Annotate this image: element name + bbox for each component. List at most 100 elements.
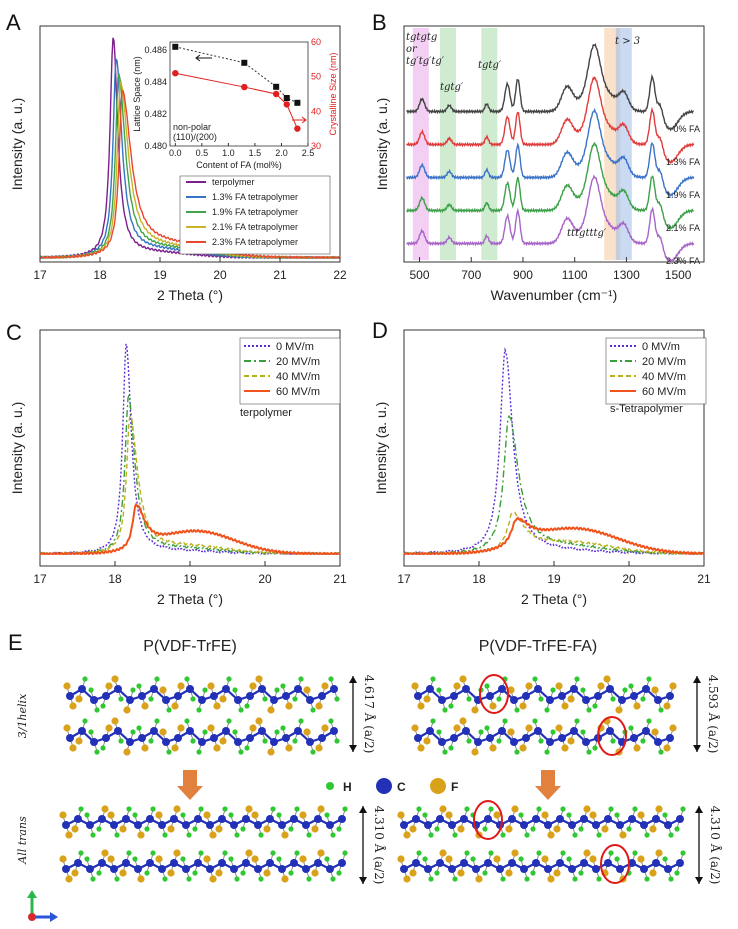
substituent-atom [310,707,316,713]
carbon-atom [592,865,600,873]
substituent-atom [525,682,533,690]
carbon-atom [508,815,516,823]
fluorine-atom [601,825,609,833]
ir-series-label: 0% FA [673,124,700,134]
fluorine-atom [505,869,513,877]
fluorine-atom [263,825,271,833]
substituent-atom [262,696,268,702]
carbon-atom [150,727,158,735]
fluorine-atom [299,811,307,819]
hydrogen-atom [88,687,94,693]
dim-top-left-arrowhead [349,745,357,752]
substituent-atom [82,676,88,682]
fluorine-atom [75,695,83,703]
hydrogen-atom [96,870,102,876]
carbon-atom [486,692,494,700]
substituent-atom [118,738,124,744]
carbon-atom [74,815,82,823]
legend-label: 2.3% FA tetrapolymer [212,237,298,247]
carbon-atom [318,734,326,742]
series-line-20-mv-m [403,414,705,555]
substituent-atom [114,876,120,882]
substituent-atom [226,718,232,724]
carbon-atom [654,738,662,746]
substituent-atom [69,702,77,710]
substituent-atom [547,831,555,839]
carbon-atom [194,815,202,823]
carbon-atom [242,859,250,867]
dim-top-right-arrowhead [693,676,701,683]
fluorine-atom [457,825,465,833]
hydrogen-atom [232,687,238,693]
substituent-atom [655,849,663,857]
substituent-atom [669,724,677,732]
carbon-atom [198,696,206,704]
carbon-atom [534,685,542,693]
hydrogen-atom [614,812,620,818]
substituent-atom [500,832,506,838]
fluorine-atom [111,717,119,725]
substituent-atom [511,849,519,857]
fluorine-atom [303,686,311,694]
carbon-atom [438,696,446,704]
fluorine-atom [215,869,223,877]
carbon-atom [234,738,242,746]
carbon-atom [522,734,530,742]
fluorine-atom [203,855,211,863]
fluorine-atom [119,825,127,833]
hydrogen-atom [484,725,490,731]
fluorine-atom [471,748,479,756]
substituent-atom [596,832,602,838]
inset-x-tick-label: 2.0 [275,148,288,158]
carbon-atom [306,696,314,704]
carbon-atom [604,859,612,867]
fluorine-atom [507,686,515,694]
fluorine-atom [445,811,453,819]
substituent-atom [430,718,436,724]
carbon-atom [438,738,446,746]
ir-series-label: 1.3% FA [666,157,700,167]
hydrogen-atom [148,696,154,702]
substituent-atom [141,702,149,710]
fluorine-atom [207,724,215,732]
substituent-atom [198,850,204,856]
carbon-atom [330,685,338,693]
substituent-atom [306,832,312,838]
substituent-atom [464,850,470,856]
defect-circle [597,716,627,756]
substituent-atom [317,849,325,857]
chain-backbone [417,729,671,744]
fluorine-atom [311,825,319,833]
carbon-atom [654,696,662,704]
substituent-atom [285,702,293,710]
carbon-atom [318,692,326,700]
carbon-atom [314,859,322,867]
carbon-atom [462,727,470,735]
hydrogen-atom [662,856,668,862]
fluorine-atom [219,695,227,703]
substituent-atom [561,744,569,752]
panel-b-ylabel: Intensity (a. u.) [374,98,390,191]
atom-legend-label: C [397,780,406,794]
carbon-atom [676,859,684,867]
fluorine-atom [315,702,323,710]
fluorine-atom [663,744,671,752]
panel-d-chart: 17 18 19 20 21 2 Theta (°) Intensity (a. u.)… [373,329,711,607]
hydrogen-atom [592,745,598,751]
hydrogen-atom [288,826,294,832]
carbon-atom [462,685,470,693]
carbon-atom [174,692,182,700]
inset-arrow-right [292,116,307,124]
carbon-atom [246,734,254,742]
carbon-atom [570,727,578,735]
panel-label-b: B [372,10,387,35]
band-label-3: tgtg′ [478,60,502,71]
panel-a-inset: 0.0 0.5 1.0 1.5 2.0 2.5 0.480 0.482 0.484 0.486 30… [132,37,338,170]
carbon-atom [618,696,626,704]
fluorine-atom [167,869,175,877]
dim-bottom-left-arrowhead [359,877,367,884]
substituent-atom [550,729,556,735]
substituent-atom [538,696,544,702]
carbon-atom [282,734,290,742]
carbon-atom [218,815,226,823]
